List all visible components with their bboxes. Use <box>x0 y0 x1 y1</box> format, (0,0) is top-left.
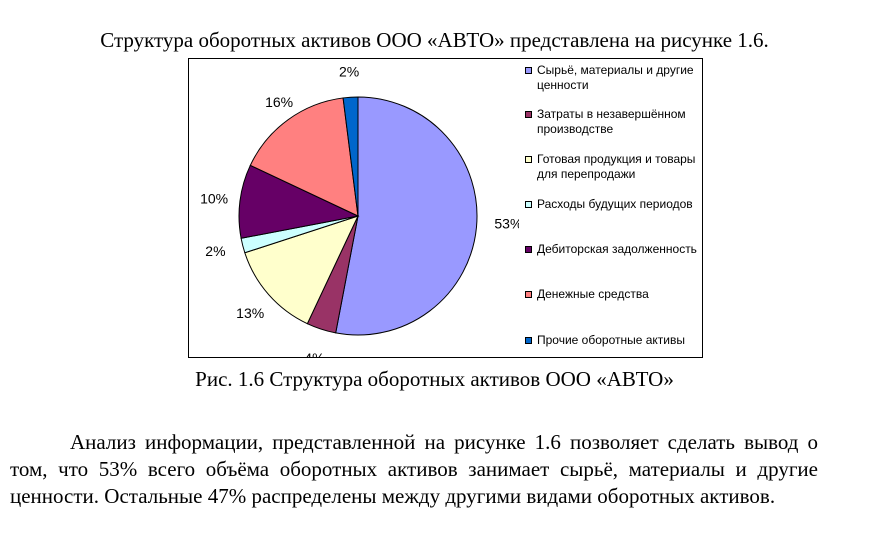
legend-item: Расходы будущих периодов <box>525 197 703 212</box>
pie-slice <box>238 164 360 239</box>
slice-percent-label: 16% <box>265 94 293 110</box>
legend-label: Готовая продукция и товары для перепрода… <box>537 152 696 181</box>
slice-percent-label: 2% <box>339 63 359 79</box>
legend-swatch <box>525 201 532 208</box>
legend-swatch <box>525 111 532 118</box>
slice-percent-label: 53% <box>494 215 519 231</box>
legend-label: Расходы будущих периодов <box>537 197 693 211</box>
legend-label: Сырьё, материалы и другие ценности <box>537 63 694 92</box>
legend-swatch <box>525 67 532 74</box>
chart-legend: Сырьё, материалы и другие ценности Затрат… <box>519 59 704 357</box>
pie-slice <box>249 97 359 217</box>
lead-sentence: Структура оборотных активов ООО «АВТО» п… <box>100 28 769 52</box>
pie-plot: 53% 4% 13% 2% 10% 16% 2% <box>200 63 519 357</box>
legend-label: Прочие оборотные активы <box>537 333 685 347</box>
slice-percent-label: 2% <box>205 243 225 259</box>
legend-label: Денежные средства <box>537 287 649 301</box>
legend-swatch <box>525 291 532 298</box>
pie-slice <box>342 96 359 217</box>
pie-chart: 53% 4% 13% 2% 10% 16% 2% Сырьё, материалы и др… <box>188 58 703 358</box>
legend-item: Дебиторская задолженность <box>525 242 703 257</box>
legend-label: Дебиторская задолженность <box>537 242 697 256</box>
legend-item: Готовая продукция и товары для перепрода… <box>525 152 703 182</box>
legend-item: Прочие оборотные активы <box>525 333 703 348</box>
legend-item: Затраты в незавершённом производстве <box>525 107 703 137</box>
pie-slice <box>244 215 359 325</box>
slice-percent-label: 4% <box>304 350 324 357</box>
legend-item: Сырьё, материалы и другие ценности <box>525 63 703 93</box>
slice-percent-label: 13% <box>236 305 264 321</box>
slice-percent-label: 10% <box>200 190 228 206</box>
figure-caption: Рис. 1.6 Структура оборотных активов ООО… <box>195 367 674 391</box>
legend-swatch <box>525 156 532 163</box>
legend-swatch <box>525 337 532 344</box>
legend-item: Денежные средства <box>525 287 703 302</box>
legend-swatch <box>525 246 532 253</box>
body-paragraph: Анализ информации, представленной на рис… <box>10 430 818 508</box>
pie-slice <box>335 96 478 336</box>
legend-label: Затраты в незавершённом производстве <box>537 107 686 136</box>
